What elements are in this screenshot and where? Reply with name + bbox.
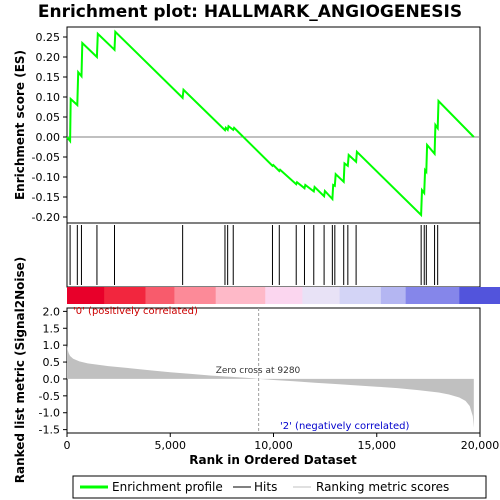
legend-metric-label: Ranking metric scores [316, 480, 449, 494]
metric-y-axis-label: Ranked list metric (Signal2Noise) [13, 257, 27, 484]
es-plot-frame [66, 26, 481, 224]
metric-y-tick-label: 0.0 [43, 373, 61, 386]
legend: Enrichment profile Hits Ranking metric s… [72, 475, 487, 499]
color-bar-segment [174, 287, 217, 304]
es-y-tick-label: 0.05 [36, 111, 61, 124]
hits-frame [66, 222, 481, 288]
es-y-tick-label: 0.20 [36, 51, 61, 64]
metric-y-tick-label: 1.0 [43, 339, 61, 352]
chart-title: Enrichment plot: HALLMARK_ANGIOGENESIS [38, 2, 462, 22]
legend-profile-label: Enrichment profile [112, 480, 223, 494]
es-y-tick-label: 0.15 [36, 71, 61, 84]
color-bar-segment [339, 287, 382, 304]
x-tick-label: 5,000 [155, 439, 187, 452]
color-bar-segment [405, 287, 460, 304]
color-bar-segment [215, 287, 266, 304]
x-axis-ticks: 0 5,000 10,000 15,000 20,000 [64, 433, 500, 452]
es-y-axis-label: Enrichment score (ES) [13, 50, 27, 200]
es-y-tick-label: -0.10 [32, 171, 60, 184]
metric-y-tick-label: 0.5 [43, 356, 61, 369]
rank-color-bar [67, 287, 500, 304]
metric-y-tick-label: 1.5 [43, 322, 61, 335]
color-bar-segment [145, 287, 175, 304]
color-bar-segment [380, 287, 407, 304]
x-tick-label: 0 [64, 439, 71, 452]
positive-correlation-label: '0' (positively correlated) [73, 306, 198, 317]
es-y-tick-label: -0.20 [32, 211, 60, 224]
color-bar-segment [265, 287, 303, 304]
zero-cross-label: Zero cross at 9280 [216, 366, 301, 376]
color-bar-segment [104, 287, 146, 304]
es-y-tick-label: -0.05 [32, 151, 60, 164]
x-tick-label: 20,000 [461, 439, 500, 452]
es-y-tick-label: 0.10 [36, 91, 61, 104]
metric-y-tick-label: 2.0 [43, 305, 61, 318]
hits-panel [66, 222, 481, 288]
metric-y-tick-label: -1.0 [39, 407, 60, 420]
metric-y-ticks: 2.0 1.5 1.0 0.5 0.0 -0.5 -1.0 -1.5 [39, 305, 67, 437]
color-bar-segment [302, 287, 341, 304]
es-y-tick-label: 0.00 [36, 131, 61, 144]
hit-markers [69, 225, 439, 285]
negative-correlation-label: '2' (negatively correlated) [280, 421, 409, 432]
legend-hits-label: Hits [254, 480, 277, 494]
es-y-tick-label: -0.15 [32, 191, 60, 204]
color-bar-segment [67, 287, 105, 304]
enrichment-profile-line [66, 29, 475, 218]
color-bar-segment [459, 287, 500, 304]
metric-y-tick-label: -1.5 [39, 424, 60, 437]
es-y-tick-label: 0.25 [36, 31, 61, 44]
es-panel: 0.25 0.20 0.15 0.10 0.05 0.00 -0.05 -0.10 -0.15 -… [13, 26, 481, 224]
x-tick-label: 15,000 [358, 439, 397, 452]
legend-frame [72, 475, 487, 499]
x-axis-label: Rank in Ordered Dataset [189, 453, 357, 467]
x-tick-label: 10,000 [254, 439, 293, 452]
ranking-metric-area [67, 345, 474, 428]
metric-panel: 2.0 1.5 1.0 0.5 0.0 -0.5 -1.0 -1.5 Zero cross a… [13, 257, 481, 484]
es-y-ticks: 0.25 0.20 0.15 0.10 0.05 0.00 -0.05 -0.10 -0.15 -… [32, 31, 67, 224]
metric-y-tick-label: -0.5 [39, 390, 60, 403]
